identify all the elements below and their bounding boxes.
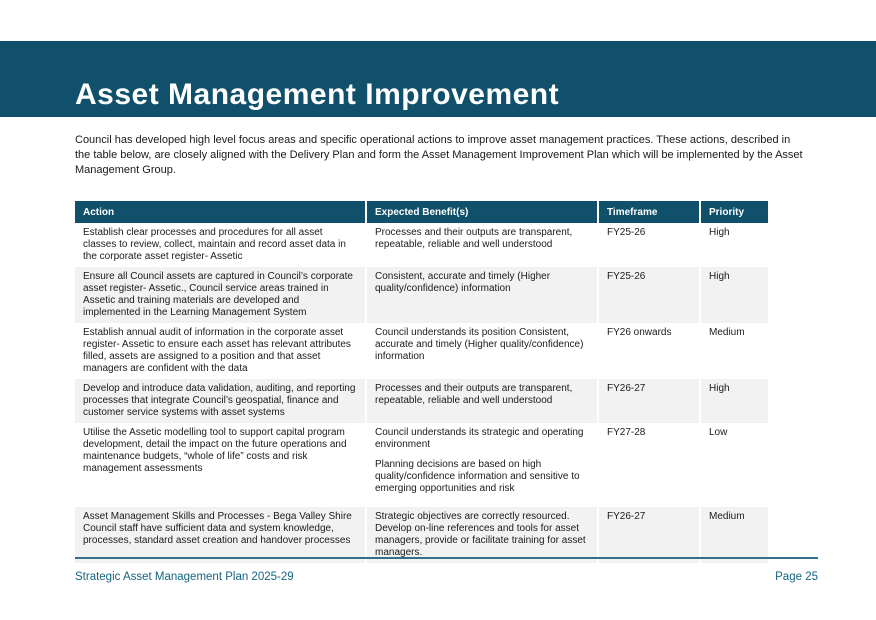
table-row: Establish clear processes and procedures… [75, 223, 768, 267]
page-footer: Strategic Asset Management Plan 2025-29 … [75, 571, 818, 583]
priority-cell: Medium [700, 323, 768, 379]
column-header-priority: Priority [700, 201, 768, 223]
expected-benefit-cell: Processes and their outputs are transpar… [366, 379, 599, 423]
improvement-table: Action Expected Benefit(s) Timeframe Pri… [75, 201, 768, 563]
column-header-timeframe: Timeframe [598, 201, 701, 223]
page-title: Asset Management Improvement [75, 78, 560, 111]
expected-benefit-cell: Council understands its strategic and op… [366, 423, 599, 507]
benefit-paragraph: Processes and their outputs are transpar… [375, 383, 573, 406]
table-row: Develop and introduce data validation, a… [75, 379, 768, 423]
title-banner: Asset Management Improvement [0, 41, 876, 117]
footer-page-number: Page 25 [775, 571, 818, 583]
priority-cell: High [700, 379, 768, 423]
action-cell: Establish annual audit of information in… [75, 323, 367, 379]
intro-paragraph: Council has developed high level focus a… [75, 134, 803, 176]
table-header-row: Action Expected Benefit(s) Timeframe Pri… [75, 201, 768, 223]
timeframe-cell: FY26-27 [598, 379, 701, 423]
action-cell: Establish clear processes and procedures… [75, 223, 367, 267]
footer-divider [75, 557, 818, 559]
expected-benefit-cell: Processes and their outputs are transpar… [366, 223, 599, 267]
benefit-paragraph: Council understands its position Consist… [375, 327, 584, 362]
column-header-expected-benefits: Expected Benefit(s) [366, 201, 599, 223]
expected-benefit-cell: Strategic objectives are correctly resou… [366, 507, 599, 563]
expected-benefit-cell: Consistent, accurate and timely (Higher … [366, 267, 599, 323]
priority-cell: High [700, 223, 768, 267]
table-row: Ensure all Council assets are captured i… [75, 267, 768, 323]
expected-benefit-cell: Council understands its position Consist… [366, 323, 599, 379]
footer-document-title: Strategic Asset Management Plan 2025-29 [75, 571, 294, 583]
action-cell: Develop and introduce data validation, a… [75, 379, 367, 423]
timeframe-cell: FY25-26 [598, 267, 701, 323]
benefit-paragraph: Planning decisions are based on high qua… [375, 459, 580, 494]
table-row: Asset Management Skills and Processes - … [75, 507, 768, 563]
benefit-paragraph: Consistent, accurate and timely (Higher … [375, 271, 551, 294]
timeframe-cell: FY26-27 [598, 507, 701, 563]
benefit-paragraph: Processes and their outputs are transpar… [375, 227, 573, 250]
priority-cell: Medium [700, 507, 768, 563]
timeframe-cell: FY25-26 [598, 223, 701, 267]
action-cell: Asset Management Skills and Processes - … [75, 507, 367, 563]
benefit-paragraph: Strategic objectives are correctly resou… [375, 511, 586, 558]
priority-cell: Low [700, 423, 768, 507]
table-row: Establish annual audit of information in… [75, 323, 768, 379]
timeframe-cell: FY27-28 [598, 423, 701, 507]
table-row: Utilise the Assetic modelling tool to su… [75, 423, 768, 507]
action-cell: Ensure all Council assets are captured i… [75, 267, 367, 323]
priority-cell: High [700, 267, 768, 323]
timeframe-cell: FY26 onwards [598, 323, 701, 379]
benefit-paragraph: Council understands its strategic and op… [375, 427, 584, 450]
action-cell: Utilise the Assetic modelling tool to su… [75, 423, 367, 507]
column-header-action: Action [75, 201, 367, 223]
